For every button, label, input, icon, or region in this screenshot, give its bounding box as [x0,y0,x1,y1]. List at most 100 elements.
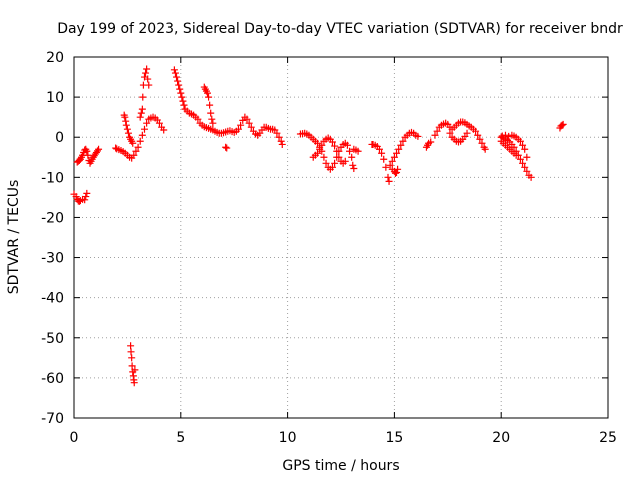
y-tick-label: -70 [41,411,64,427]
data-point [206,101,214,109]
data-point [121,113,129,121]
data-point [122,121,130,129]
data-point [498,132,506,140]
data-point [384,173,392,181]
data-point [145,81,153,89]
x-tick-label: 5 [176,430,185,446]
data-point [83,147,91,155]
data-point [558,121,566,129]
y-tick-label: -30 [41,251,64,267]
data-point [160,126,168,134]
data-point [84,151,92,159]
data-point [277,137,285,145]
data-point [122,117,130,125]
y-tick-label: -40 [41,291,64,307]
x-tick-label: 20 [492,430,510,446]
data-point [527,173,535,181]
data-point [427,138,435,146]
data-point [335,153,343,161]
data-point [245,119,253,127]
data-point [388,157,396,165]
data-point [142,69,150,77]
data-point [207,109,215,117]
axis-ticks: 0 5 10 15 20 25 20 10 0 -10 -20 -30 -40 -50 -60 -70 [41,50,617,446]
data-point [349,161,357,169]
data-point [523,167,531,175]
y-tick-label: -20 [41,210,64,226]
data-point [82,193,90,201]
data-point [431,131,439,139]
data-point [320,153,328,161]
data-point [136,113,144,121]
data-point [481,145,489,153]
data-point [399,137,407,145]
data-point [510,143,518,151]
data-point [385,177,393,185]
data-point [95,145,103,153]
data-point [273,129,281,137]
data-point [478,139,486,147]
data-point [83,189,91,197]
data-point [130,151,138,159]
x-tick-label: 0 [70,430,79,446]
data-point [393,149,401,157]
data-point [176,85,184,93]
data-point [519,141,527,149]
data-point [137,109,145,117]
data-point [128,354,136,362]
data-point [143,119,151,127]
x-axis-label: GPS time / hours [282,458,399,474]
data-point [516,155,524,163]
data-point [559,120,567,128]
data-point [314,139,322,147]
data-point [463,129,471,137]
data-point [223,144,231,152]
grid-lines [74,57,608,418]
data-point [123,125,131,133]
data-point [81,196,89,204]
data-point [521,163,529,171]
data-point [331,159,339,167]
data-point [139,93,147,101]
x-tick-label: 25 [599,430,617,446]
plot-frame [73,56,609,419]
data-point [130,379,138,387]
data-point [171,69,179,77]
data-point [112,144,120,152]
data-point [394,165,402,173]
data-point [318,141,326,149]
data-point [333,147,341,155]
data-point [170,66,178,74]
data-point [247,123,255,131]
data-point [180,101,188,109]
data-point [375,145,383,153]
data-point [328,163,336,171]
data-point [328,138,336,146]
data-point [521,145,529,153]
data-point [138,131,146,139]
data-point [331,142,339,150]
data-point [173,73,181,81]
data-point [127,342,135,350]
data-point [446,129,454,137]
data-point [209,119,217,127]
data-point [474,131,482,139]
data-point [124,129,132,137]
data-point [348,153,356,161]
data-point [397,141,405,149]
data-points [70,65,567,387]
data-point [222,143,230,151]
data-point [519,159,527,167]
data-point [346,147,354,155]
data-point [472,127,480,135]
data-point [414,132,422,140]
data-point [354,147,362,155]
data-point [178,93,186,101]
y-tick-label: 20 [46,50,64,66]
data-point [128,362,136,370]
data-point [314,149,322,157]
data-point [237,121,245,129]
data-point [275,133,283,141]
y-axis-label: SDTVAR / TECUs [6,180,22,295]
